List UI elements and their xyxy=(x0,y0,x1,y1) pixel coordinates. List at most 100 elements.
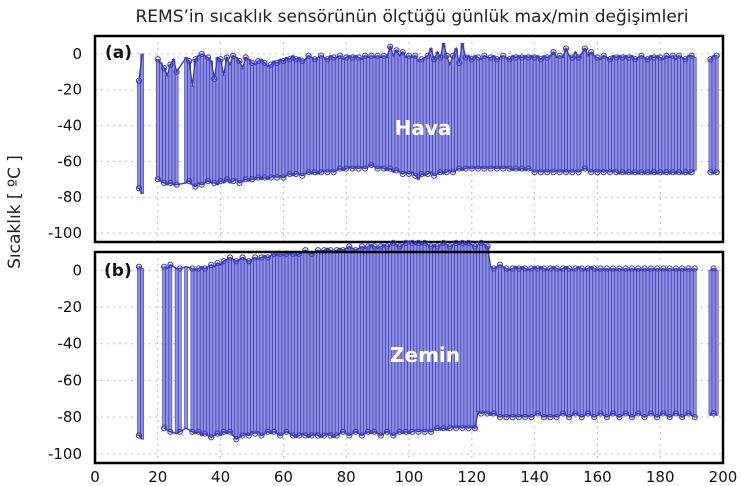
chart-title: REMS’in sıcaklık sensörünün ölçtüğü günl… xyxy=(135,7,688,27)
daily-min-marker xyxy=(534,410,541,417)
range-bar xyxy=(608,58,612,173)
daily-min-marker xyxy=(575,169,582,176)
range-bar xyxy=(535,268,540,414)
daily-min-marker xyxy=(528,414,535,421)
daily-max-marker xyxy=(239,254,246,261)
daily-min-marker xyxy=(402,428,409,435)
range-bar xyxy=(545,57,549,173)
daily-max-marker xyxy=(418,56,425,63)
daily-max-marker xyxy=(496,261,504,268)
range-bar xyxy=(262,62,267,178)
range-bar xyxy=(526,57,531,169)
daily-min-marker xyxy=(415,428,422,435)
daily-max-marker xyxy=(368,52,375,59)
daily-min-marker xyxy=(393,167,400,174)
range-bar xyxy=(473,246,477,429)
daily-min-marker xyxy=(474,165,482,172)
daily-min-marker xyxy=(220,428,227,435)
range-bar xyxy=(570,57,575,173)
daily-max-marker xyxy=(650,54,658,61)
daily-min-marker xyxy=(327,432,334,439)
daily-min-marker xyxy=(685,410,692,417)
daily-max-marker xyxy=(255,57,262,65)
range-bar xyxy=(212,266,217,436)
daily-min-marker xyxy=(233,436,240,443)
daily-max-marker xyxy=(409,239,416,246)
daily-min-marker xyxy=(540,414,548,421)
range-bar xyxy=(206,57,210,182)
daily-min-marker xyxy=(625,169,632,176)
range-bar xyxy=(294,58,298,175)
range-bar xyxy=(253,64,257,180)
range-bar xyxy=(617,55,622,175)
daily-min-marker xyxy=(500,165,507,172)
daily-max-marker xyxy=(481,52,488,59)
range-bar xyxy=(689,55,694,173)
daily-min-marker xyxy=(230,177,237,185)
range-bar xyxy=(648,268,653,414)
daily-min-marker xyxy=(675,169,683,176)
range-bar xyxy=(623,55,628,175)
range-bar xyxy=(444,244,449,431)
daily-min-marker xyxy=(584,410,592,417)
range-bar xyxy=(363,55,367,169)
range-bar xyxy=(344,57,349,169)
range-bar xyxy=(683,270,688,416)
range-bar xyxy=(457,244,462,427)
daily-max-marker xyxy=(424,52,431,59)
daily-max-marker xyxy=(613,54,620,61)
range-bar xyxy=(670,55,675,173)
range-bar xyxy=(426,55,430,175)
daily-min-marker xyxy=(591,414,598,421)
daily-min-marker xyxy=(471,425,479,432)
daily-min-marker xyxy=(710,410,717,417)
daily-max-marker xyxy=(402,239,409,246)
range-bar xyxy=(542,55,546,171)
daily-max-marker xyxy=(365,243,372,250)
range-bar xyxy=(661,268,666,414)
daily-max-marker xyxy=(669,52,676,59)
range-bar xyxy=(429,48,433,173)
range-bar xyxy=(711,55,716,175)
daily-max-marker xyxy=(657,54,664,61)
range-bar xyxy=(535,55,540,171)
range-bar xyxy=(322,249,327,436)
daily-min-marker xyxy=(468,165,475,172)
daily-max-marker xyxy=(324,56,331,63)
range-bar xyxy=(658,57,663,173)
range-bar xyxy=(554,268,559,418)
daily-max-marker xyxy=(537,56,544,63)
range-bar xyxy=(360,58,364,168)
range-bar xyxy=(312,58,317,173)
range-bar xyxy=(422,242,427,433)
daily-min-marker xyxy=(321,432,328,439)
daily-min-marker xyxy=(679,414,686,421)
daily-max-marker xyxy=(280,57,287,65)
range-bar xyxy=(215,262,220,434)
daily-min-marker xyxy=(569,169,576,176)
daily-max-marker xyxy=(355,54,362,61)
daily-min-marker xyxy=(418,170,425,178)
daily-max-marker xyxy=(525,54,532,61)
daily-max-marker xyxy=(211,75,218,83)
daily-max-marker xyxy=(588,49,595,56)
daily-min-marker xyxy=(211,179,218,186)
range-bar xyxy=(306,55,311,173)
daily-min-marker xyxy=(512,165,519,172)
range-bar xyxy=(350,57,355,169)
daily-max-marker xyxy=(562,45,570,52)
range-bar xyxy=(444,55,449,173)
daily-max-marker xyxy=(361,52,369,59)
daily-min-marker xyxy=(226,428,234,435)
daily-min-marker xyxy=(399,170,406,178)
range-bar xyxy=(278,253,283,436)
range-bar xyxy=(532,266,537,416)
daily-min-marker xyxy=(160,425,168,432)
daily-min-marker xyxy=(588,169,595,176)
daily-max-marker xyxy=(208,261,215,268)
range-bar xyxy=(221,75,226,184)
daily-max-marker xyxy=(509,265,516,272)
daily-max-marker xyxy=(484,243,491,250)
range-bar xyxy=(419,244,424,431)
daily-max-marker xyxy=(383,243,391,250)
